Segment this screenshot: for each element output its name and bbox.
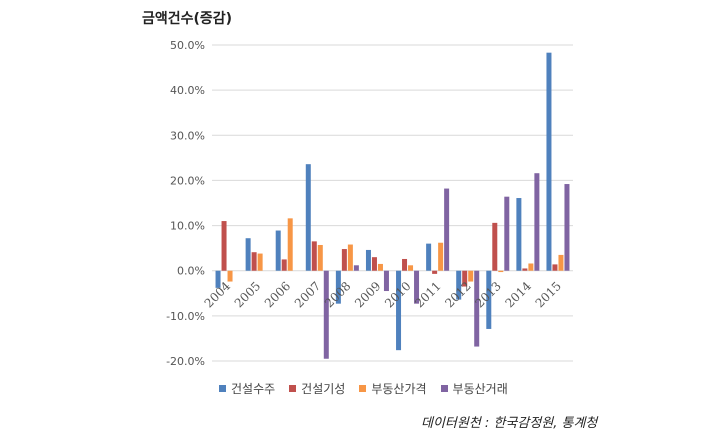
- legend-item: 건설기성: [289, 380, 345, 397]
- bar-2004-부동산가격: [227, 270, 233, 282]
- source-note: 데이터원천 : 한국감정원, 통계청: [421, 416, 598, 431]
- legend-item: 부동산거래: [440, 380, 508, 397]
- x-tick-label: 2015: [533, 279, 564, 310]
- x-tick-label: 2006: [262, 279, 293, 310]
- bar-2009-건설수주: [365, 249, 371, 271]
- bar-2011-부동산가격: [438, 242, 444, 271]
- bar-2009-부동산가격: [377, 263, 383, 271]
- bar-2014-건설수주: [516, 198, 522, 271]
- y-tick-label: -10.0%: [166, 310, 205, 323]
- bar-2008-부동산거래: [353, 265, 359, 271]
- gridlines: [212, 44, 573, 362]
- bar-2014-건설기성: [522, 268, 528, 271]
- bar-2009-건설기성: [371, 257, 377, 271]
- x-tick-label: 2004: [202, 279, 234, 311]
- bar-2010-건설수주: [396, 270, 402, 351]
- chart-title: 금액건수(증감): [142, 11, 233, 27]
- legend-label: 부동산가격: [371, 382, 427, 396]
- bar-2007-건설기성: [311, 241, 317, 271]
- bar-2012-부동산가격: [468, 270, 474, 282]
- legend-swatch: [440, 385, 448, 392]
- bar-2007-부동산가격: [317, 244, 323, 271]
- x-axis-ticks: 2004200520062007200820092010201120122013…: [202, 279, 564, 311]
- y-tick-label: 50.0%: [170, 39, 205, 52]
- x-tick-label: 2007: [292, 279, 323, 310]
- x-tick-label: 2012: [442, 279, 473, 310]
- legend-label: 건설기성: [301, 382, 346, 396]
- bar-2007-부동산거래: [323, 270, 329, 359]
- legend-swatch: [219, 385, 226, 392]
- bars: [215, 52, 570, 359]
- bar-2012-건설기성: [462, 270, 468, 287]
- bar-2004-건설수주: [215, 270, 221, 288]
- bar-2013-건설수주: [486, 270, 492, 329]
- bar-2013-부동산거래: [504, 196, 510, 271]
- bar-2013-부동산가격: [498, 270, 504, 273]
- bar-2013-건설기성: [492, 222, 498, 271]
- y-tick-label: -20.0%: [166, 355, 205, 368]
- bar-2010-부동산가격: [408, 265, 414, 271]
- bar-2005-건설수주: [245, 238, 251, 271]
- bar-2010-부동산거래: [414, 270, 420, 304]
- y-axis-ticks: -20.0% -10.0% 0.0% 10.0% 20.0% 30.0% 40.0% 50.0…: [166, 39, 205, 368]
- bar-2015-부동산거래: [564, 184, 570, 271]
- bar-2005-부동산가격: [257, 253, 263, 271]
- legend-item: 부동산가격: [359, 380, 427, 397]
- bar-2015-부동산가격: [558, 254, 564, 271]
- legend-label: 건설수주: [231, 382, 276, 396]
- bar-2007-건설수주: [305, 164, 311, 271]
- bar-2014-부동산거래: [534, 173, 540, 271]
- x-tick-label: 2005: [232, 279, 263, 310]
- bar-2008-부동산가격: [347, 244, 353, 271]
- y-tick-label: 0.0%: [177, 265, 205, 278]
- bar-2009-부동산거래: [383, 270, 389, 292]
- bar-2012-부동산거래: [474, 270, 480, 347]
- bar-2006-부동산가격: [287, 218, 293, 271]
- bar-2008-건설수주: [335, 270, 341, 304]
- bar-2011-부동산거래: [444, 188, 450, 271]
- x-tick-label: 2014: [502, 279, 534, 311]
- bar-2006-건설기성: [281, 259, 287, 271]
- y-tick-label: 10.0%: [170, 220, 205, 233]
- legend-swatch: [289, 385, 297, 392]
- legend-item: 건설수주: [219, 380, 275, 397]
- x-tick-label: 2009: [352, 279, 383, 310]
- legend: 건설수주 건설기성 부동산가격 부동산거래: [219, 380, 508, 397]
- bar-2005-건설기성: [251, 252, 257, 271]
- bar-2011-건설기성: [432, 270, 438, 274]
- bar-2015-건설기성: [552, 264, 558, 271]
- bar-2012-건설수주: [456, 270, 462, 300]
- bar-2011-건설수주: [426, 243, 432, 271]
- y-tick-label: 20.0%: [170, 174, 205, 187]
- legend-swatch: [359, 385, 367, 392]
- y-tick-label: 30.0%: [170, 129, 205, 142]
- bar-2004-건설기성: [221, 221, 227, 271]
- y-tick-label: 40.0%: [170, 84, 205, 97]
- bar-2015-건설수주: [546, 52, 552, 271]
- bar-2010-건설기성: [402, 258, 408, 271]
- bar-2014-부동산가격: [528, 263, 534, 271]
- legend-label: 부동산거래: [452, 382, 508, 396]
- bar-2008-건설기성: [341, 249, 347, 271]
- bar-2006-건설수주: [275, 230, 281, 271]
